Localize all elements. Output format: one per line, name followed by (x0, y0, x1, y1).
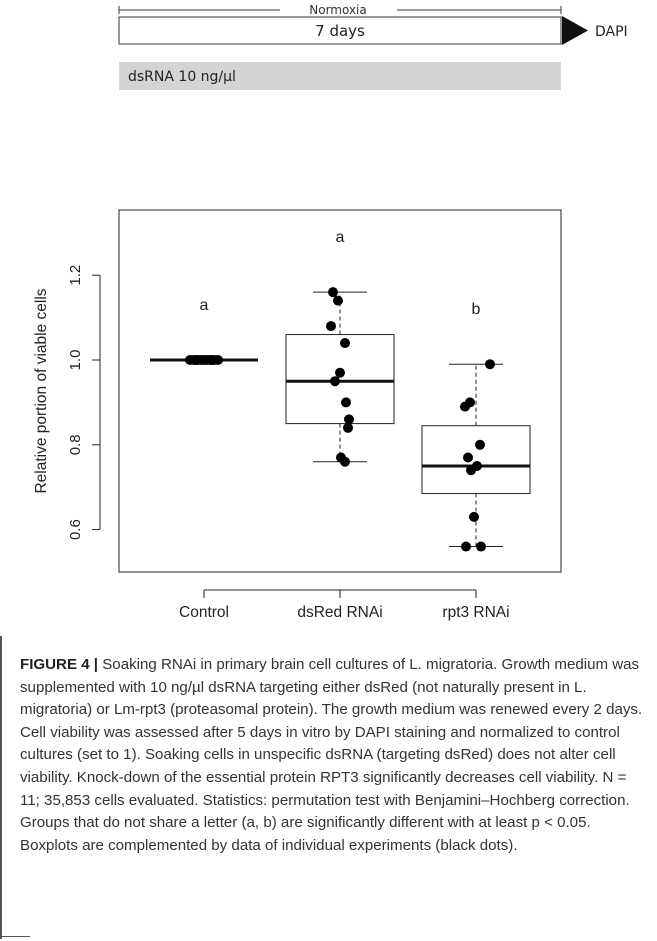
x-tick-label: Control (179, 604, 229, 621)
data-point (328, 287, 338, 298)
data-point (469, 511, 479, 522)
normoxia-label: Normoxia (309, 3, 367, 17)
data-point (207, 355, 217, 365)
figure-caption: FIGURE 4 | Soaking RNAi in primary brain… (20, 654, 648, 857)
figure-label: FIGURE 4 | (20, 656, 99, 673)
dapi-label: DAPI (595, 24, 628, 40)
data-point (475, 439, 485, 450)
y-axis: 0.6 0.8 1.0 1.2 (67, 265, 101, 540)
significance-letter: a (336, 229, 345, 246)
x-axis: Control dsRed RNAi rpt3 RNAi (179, 589, 510, 621)
data-point (343, 422, 353, 433)
data-point (326, 321, 336, 332)
data-point (463, 452, 473, 463)
data-point (335, 367, 345, 378)
data-point (476, 541, 486, 552)
dapi-arrow-icon (562, 16, 588, 45)
data-point (460, 401, 470, 412)
figure-caption-box: FIGURE 4 | Soaking RNAi in primary brain… (0, 636, 657, 939)
box-series: a a b (150, 229, 531, 552)
y-tick-label: 0.6 (67, 519, 84, 540)
box (421, 425, 531, 495)
y-tick-label: 0.8 (67, 434, 84, 455)
data-point (461, 541, 471, 552)
y-tick-label: 1.2 (67, 265, 84, 286)
data-point (341, 397, 351, 408)
data-point (330, 376, 340, 387)
data-point (340, 338, 350, 349)
duration-bar (118, 16, 562, 45)
viability-boxplot: 0.6 0.8 1.0 1.2 Relative portion of viable … (33, 209, 562, 621)
treatment-bar (119, 62, 561, 90)
y-axis-title: Relative portion of viable cells (33, 288, 50, 493)
data-point (333, 295, 343, 306)
data-point (485, 359, 495, 370)
significance-letter: a (200, 297, 209, 314)
caption-text: Soaking RNAi in primary brain cell cultu… (20, 656, 643, 854)
y-tick-label: 1.0 (67, 350, 84, 371)
data-point (191, 355, 201, 365)
x-tick-label: rpt3 RNAi (442, 604, 509, 621)
plot-frame (118, 209, 562, 573)
box (285, 334, 395, 425)
treatment-label: dsRNA 10 ng/µl (128, 69, 236, 85)
timeline-schematic: Normoxia 7 days DAPI dsRNA 10 ng/µl (118, 3, 628, 90)
data-point (466, 465, 476, 476)
significance-letter: b (472, 301, 481, 318)
duration-label: 7 days (315, 22, 365, 40)
bottom-rule (0, 936, 30, 937)
data-point (340, 456, 350, 467)
x-tick-label: dsRed RNAi (297, 604, 382, 621)
data-point (344, 414, 354, 425)
